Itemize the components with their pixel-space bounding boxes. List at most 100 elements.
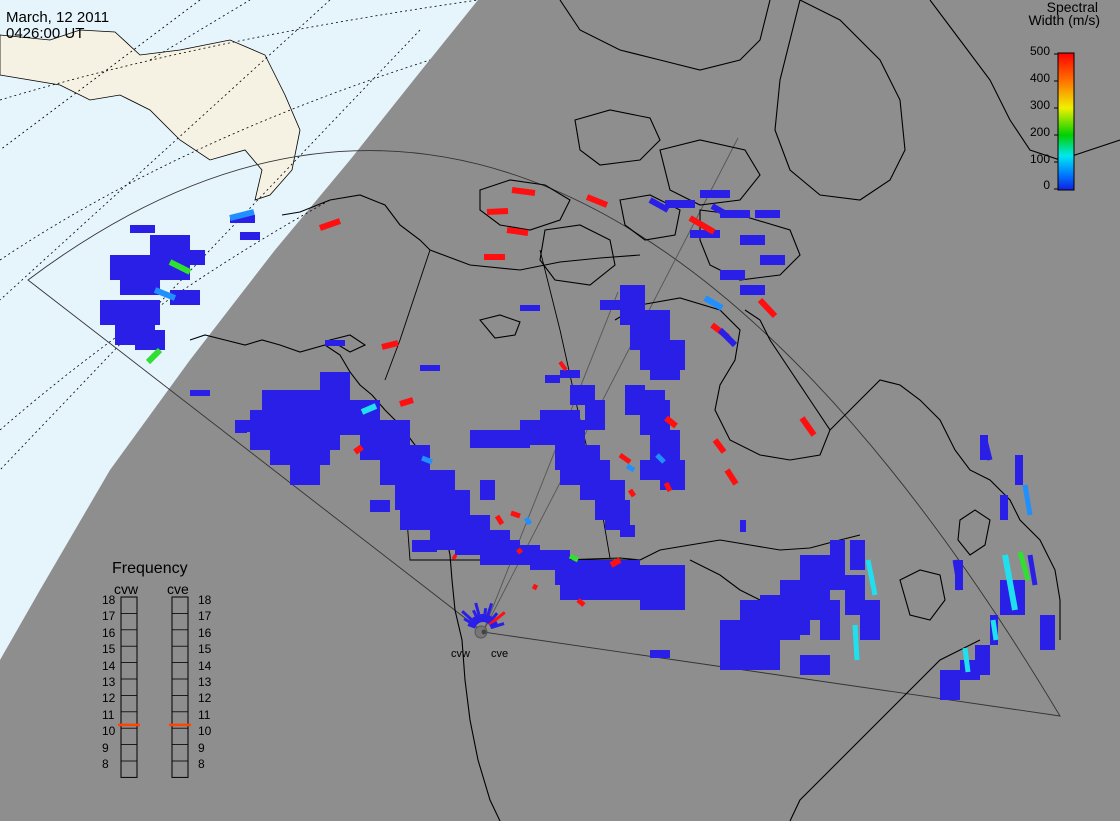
site-label-cve: cve	[491, 648, 509, 660]
frequency-level-label: 16	[198, 625, 212, 640]
echo-stroke	[757, 297, 778, 319]
echo-cell	[740, 235, 765, 245]
colorbar-ticks	[1054, 53, 1058, 190]
echo-cell	[740, 520, 746, 532]
frequency-level-label: 15	[102, 642, 116, 657]
echo-cell	[470, 430, 530, 448]
frequency-level-label: 10	[198, 724, 212, 739]
echo-stroke	[511, 187, 536, 196]
echo-stroke	[451, 553, 458, 561]
echo-stroke	[399, 397, 414, 407]
echo-cell	[690, 230, 720, 238]
near-range-echo	[489, 621, 498, 628]
frequency-level-label: 12	[198, 691, 212, 706]
near-range-echo	[463, 617, 477, 628]
echo-cell	[560, 370, 580, 378]
echo-cell	[520, 305, 540, 311]
echo-cell	[720, 270, 745, 280]
echo-cell	[860, 600, 880, 640]
echo-cell	[820, 600, 840, 640]
echo-stroke	[712, 438, 727, 454]
echo-stroke	[724, 468, 739, 486]
echo-cell	[1015, 455, 1023, 485]
colorbar-tick-label: 400	[1029, 71, 1050, 85]
echo-stroke	[516, 547, 523, 555]
echo-stroke	[568, 553, 580, 563]
echo-stroke	[655, 453, 666, 464]
echo-stroke	[952, 559, 963, 591]
frequency-level-label: 18	[102, 593, 116, 607]
echo-stroke	[609, 557, 622, 568]
near-range-echo	[488, 611, 506, 627]
echo-stroke	[710, 203, 728, 217]
frequency-level-label: 12	[102, 691, 116, 706]
frequency-level-label: 16	[102, 625, 116, 640]
echo-cell	[665, 200, 695, 208]
echo-cell	[585, 400, 605, 430]
colorbar-title-line2: Width (m/s)	[1028, 12, 1100, 28]
echo-cell	[650, 360, 680, 380]
frequency-box-cvw	[120, 596, 138, 778]
echo-stroke	[663, 481, 673, 493]
daylight-region	[0, 0, 478, 660]
near-range-echo	[480, 613, 484, 623]
frequency-boxes	[118, 596, 191, 778]
frequency-level-label: 15	[198, 642, 212, 657]
echo-stroke	[799, 416, 817, 437]
echo-cell	[480, 480, 495, 500]
colorbar-tick-label: 200	[1029, 125, 1050, 139]
frequency-level-label: 14	[102, 658, 116, 673]
echo-cell	[720, 210, 750, 218]
site-marker-cve	[481, 629, 487, 635]
echo-cell	[830, 540, 845, 565]
echo-cell	[850, 540, 865, 570]
echo-cell	[130, 225, 155, 233]
frequency-level-label: 13	[102, 675, 116, 689]
frequency-level-label: 11	[198, 707, 211, 722]
echo-stroke	[1027, 554, 1038, 586]
echo-stroke	[421, 455, 433, 465]
echo-cell	[180, 250, 205, 265]
echo-stroke	[523, 516, 533, 526]
frequency-level-label: 9	[102, 740, 109, 755]
echo-cell	[190, 390, 210, 396]
beam-line-1	[482, 291, 619, 633]
near-range-echo	[472, 609, 481, 624]
echo-cell	[560, 585, 600, 600]
echo-cell	[660, 475, 675, 485]
echo-cell	[640, 460, 660, 480]
echo-cell	[400, 510, 430, 530]
echo-stroke	[576, 598, 586, 607]
echo-stroke	[558, 360, 568, 372]
echo-cell	[760, 255, 785, 265]
echo-stroke	[585, 194, 609, 208]
colorbar-tick-label: 0	[1043, 178, 1050, 192]
echo-stroke	[381, 340, 399, 350]
echo-cell	[650, 650, 670, 658]
colorbar-tick-label: 500	[1029, 44, 1050, 58]
echo-cell	[135, 330, 165, 350]
frequency-level-label: 18	[198, 593, 212, 607]
echo-cell	[290, 450, 320, 485]
echo-cell	[545, 375, 560, 383]
echo-cell	[370, 500, 390, 512]
near-range-echo	[486, 612, 499, 625]
frequency-level-label: 13	[198, 675, 212, 689]
echo-stroke	[145, 347, 163, 365]
echo-cell	[420, 365, 440, 371]
frequency-level-label: 14	[198, 658, 212, 673]
echo-stroke	[510, 510, 521, 519]
echo-cell	[325, 340, 345, 346]
time-label: 0426:00 UT	[6, 25, 85, 42]
echo-stroke	[506, 227, 529, 236]
echo-cell	[975, 645, 990, 675]
echo-stroke	[360, 403, 378, 415]
echo-stroke	[229, 209, 255, 221]
echo-stroke	[982, 439, 993, 461]
near-range-echo	[472, 616, 480, 625]
frequency-level-label: 9	[198, 740, 205, 755]
echo-cell	[240, 232, 260, 240]
near-range-echo	[482, 607, 488, 623]
